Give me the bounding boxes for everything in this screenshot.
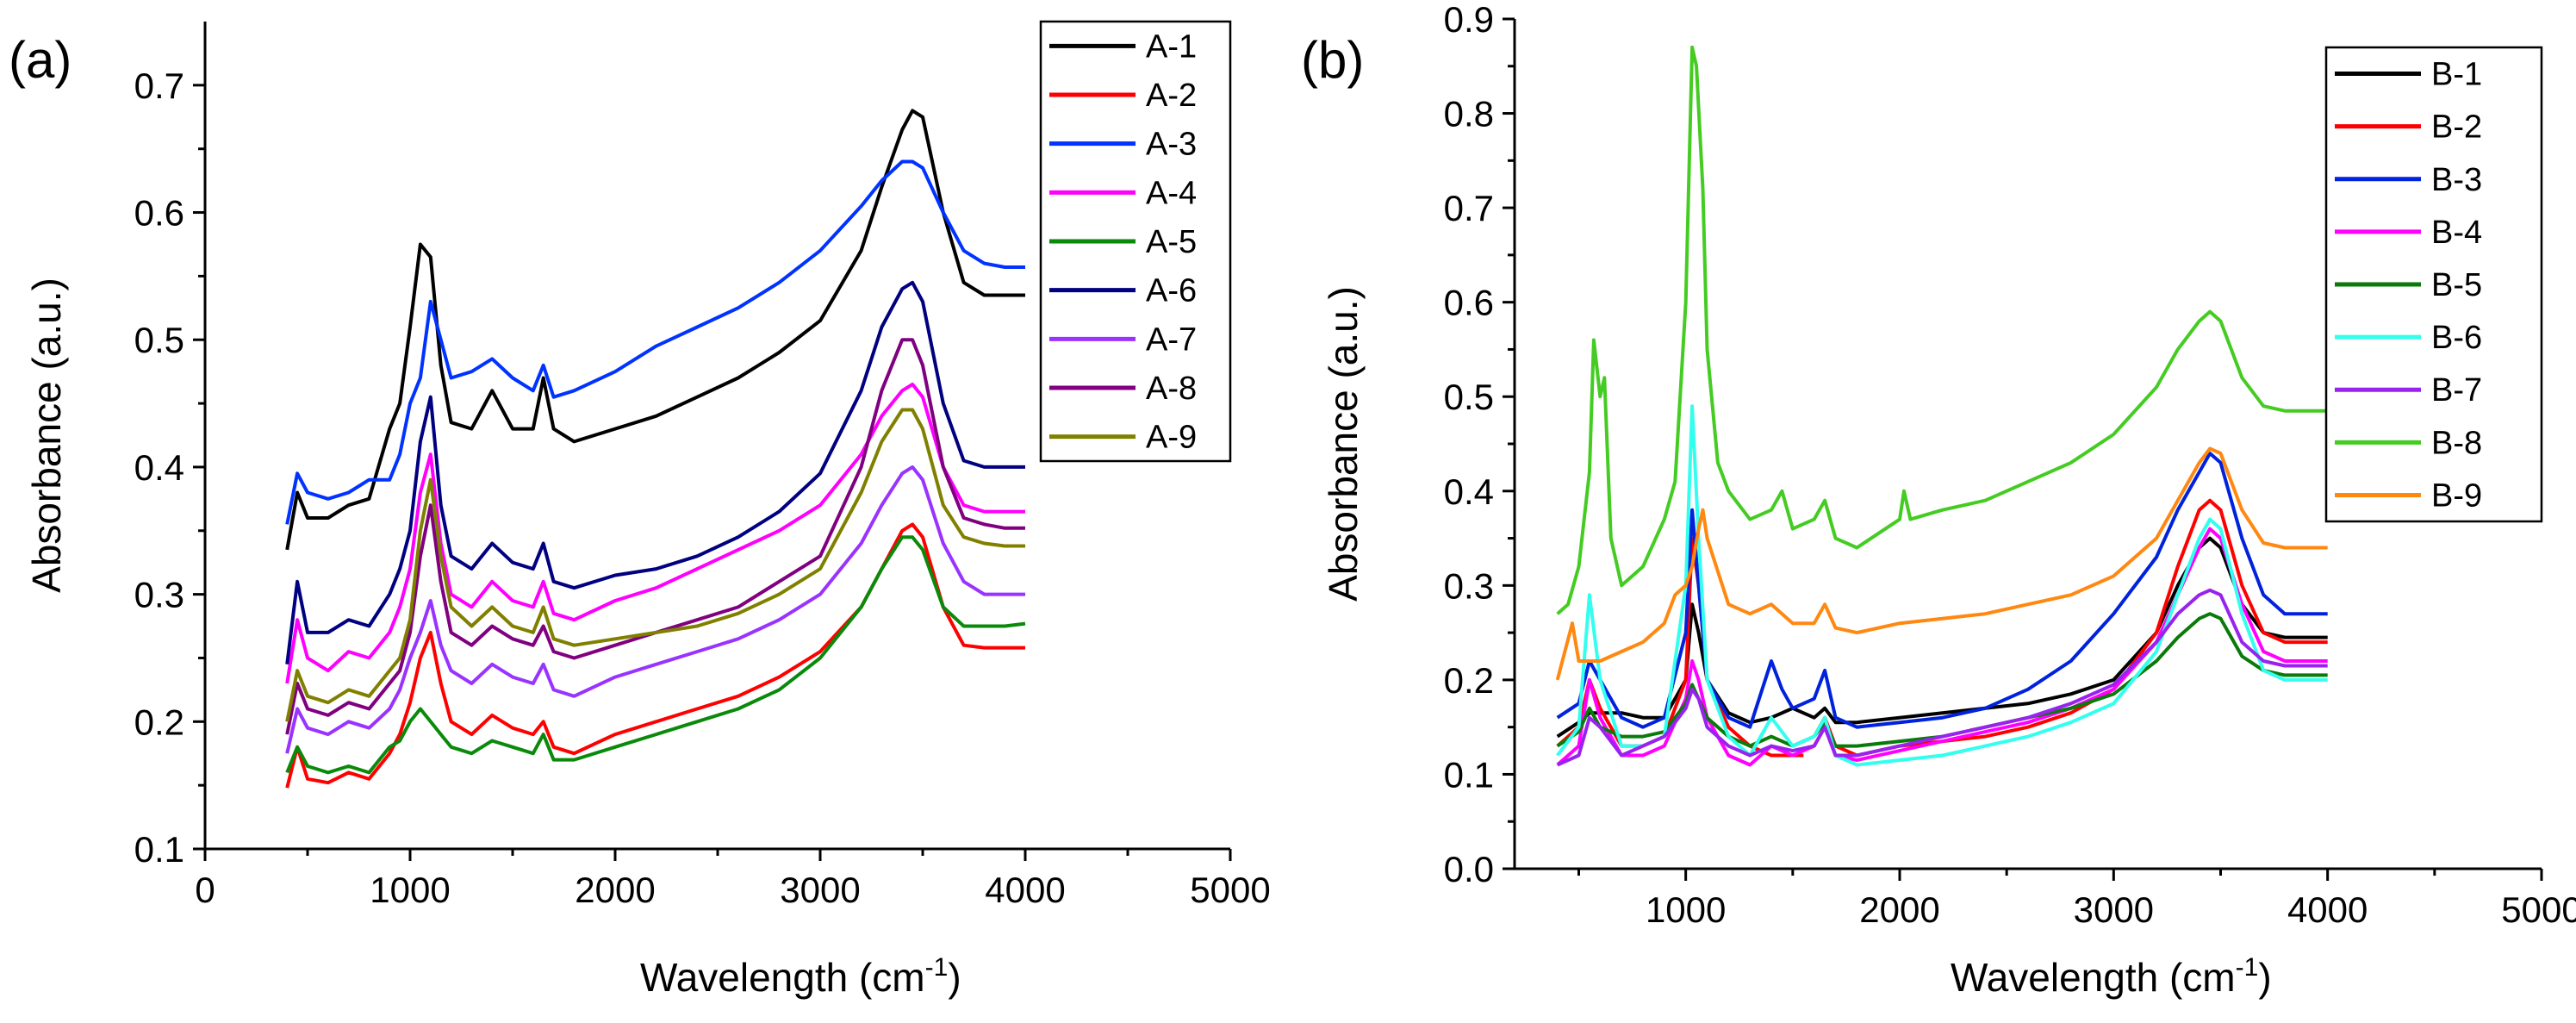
- y-tick-label: 0.4: [1444, 471, 1494, 512]
- x-tick-label: 1000: [370, 870, 450, 910]
- chart-panel-b: (b) 1000 2000 3000 4000 5000 0.0 0.1 0.2 0.3 0.4 0…: [1301, 0, 2576, 1000]
- legend-label-b-4: B-4: [2431, 215, 2482, 251]
- legend-label-a-9: A-9: [1146, 420, 1197, 456]
- y-tick-label: 0.1: [1444, 754, 1494, 795]
- y-tick-label: 0.3: [134, 575, 184, 615]
- y-tick-label: 0.7: [1444, 188, 1494, 228]
- y-tick-label: 0.5: [134, 320, 184, 360]
- y-tick-label: 0.7: [134, 65, 184, 106]
- x-tick-label: 2000: [1859, 889, 1939, 930]
- y-tick-label: 0.5: [1444, 377, 1494, 417]
- panel-a-label: (a): [9, 31, 72, 89]
- y-tick-label: 0.6: [134, 193, 184, 234]
- series-line-a-6: [285, 280, 1025, 665]
- panel-a-x-axis-title-sup: -1: [925, 953, 949, 982]
- series-line-a-3: [285, 159, 1025, 525]
- series-line-a-8: [285, 338, 1025, 735]
- panel-a-x-axis-title-main: Wavelength (cm: [640, 955, 925, 1000]
- series-line-a-4: [285, 382, 1025, 684]
- legend-label-b-5: B-5: [2431, 267, 2482, 303]
- chart-panel-a: (a) 0 1000 2000 3000 4000 5000 0.1 0.2 0.3 0.4 0.5…: [9, 20, 1271, 1000]
- legend-label-b-8: B-8: [2431, 425, 2482, 461]
- y-tick-label: 0.4: [134, 447, 184, 488]
- legend-label-a-7: A-7: [1146, 321, 1197, 358]
- panel-b-y-axis-title: Absorbance (a.u.): [1321, 286, 1366, 602]
- y-tick-label: 0.1: [134, 829, 184, 870]
- panel-b-x-axis-title-close: ): [2258, 955, 2271, 1000]
- legend-label-b-7: B-7: [2431, 372, 2482, 409]
- series-line-b-8: [1556, 45, 2328, 615]
- legend-label-b-6: B-6: [2431, 320, 2482, 356]
- legend-label-a-4: A-4: [1146, 175, 1197, 211]
- series-line-b-7: [1556, 588, 2328, 767]
- panel-b-axes: 1000 2000 3000 4000 5000 0.0 0.1 0.2 0.3 0.4 0.5 0.…: [1444, 0, 2576, 930]
- legend-label-a-6: A-6: [1146, 273, 1197, 309]
- panel-a-x-axis-title: Wavelength (cm-1): [640, 953, 961, 1000]
- panel-a-plot-area: [285, 109, 1026, 789]
- legend-label-b-3: B-3: [2431, 162, 2482, 198]
- panel-b-label: (b): [1301, 31, 1364, 89]
- panel-b-plot-area: [1555, 45, 2328, 767]
- x-tick-label: 3000: [780, 870, 860, 910]
- y-tick-label: 0.6: [1444, 283, 1494, 323]
- legend-label-a-8: A-8: [1146, 371, 1197, 407]
- x-tick-label: 4000: [985, 870, 1065, 910]
- x-tick-label: 0: [195, 870, 215, 910]
- series-line-b-4: [1556, 527, 2328, 767]
- legend-label-a-5: A-5: [1146, 224, 1197, 260]
- series-line-a-7: [285, 465, 1025, 754]
- legend-label-a-3: A-3: [1146, 127, 1197, 163]
- y-tick-label: 0.2: [134, 702, 184, 742]
- x-tick-label: 3000: [2074, 889, 2154, 930]
- series-line-b-1: [1556, 536, 2328, 739]
- panel-b-x-axis-title: Wavelength (cm-1): [1951, 953, 2272, 1000]
- series-line-b-5: [1556, 612, 2328, 748]
- series-line-b-9: [1555, 446, 2328, 681]
- y-tick-label: 0.9: [1444, 0, 1494, 40]
- x-tick-label: 5000: [2501, 889, 2576, 930]
- panel-a-y-axis-title: Absorbance (a.u.): [24, 278, 69, 593]
- x-tick-label: 1000: [1646, 889, 1726, 930]
- series-line-a-5: [285, 535, 1026, 775]
- y-tick-label: 0.0: [1444, 849, 1494, 889]
- panel-b-x-axis-title-sup: -1: [2236, 953, 2259, 982]
- series-line-a-9: [285, 408, 1025, 722]
- y-tick-label: 0.8: [1444, 94, 1494, 134]
- panel-a-axes: 0 1000 2000 3000 4000 5000 0.1 0.2 0.3 0.4 0.5 0.6 0…: [134, 22, 1271, 910]
- legend-label-b-9: B-9: [2431, 477, 2482, 514]
- legend-label-a-1: A-1: [1146, 28, 1197, 65]
- x-tick-label: 5000: [1190, 870, 1270, 910]
- panel-a-legend: A-1 A-2 A-3 A-4 A-5 A-6 A-7 A-8 A-9: [1039, 20, 1232, 463]
- series-line-a-2: [285, 522, 1025, 789]
- x-tick-label: 2000: [575, 870, 655, 910]
- panel-b-legend: B-1 B-2 B-3 B-4 B-5 B-6 B-7 B-8 B-9: [2324, 46, 2543, 523]
- x-tick-label: 4000: [2287, 889, 2368, 930]
- series-line-a-1: [285, 109, 1025, 551]
- series-line-b-3: [1556, 452, 2328, 729]
- panel-b-x-axis-title-main: Wavelength (cm: [1951, 955, 2236, 1000]
- legend-label-b-2: B-2: [2431, 109, 2482, 146]
- y-tick-label: 0.3: [1444, 565, 1494, 606]
- legend-label-b-1: B-1: [2431, 57, 2482, 93]
- legend-label-a-2: A-2: [1146, 78, 1197, 114]
- y-tick-label: 0.2: [1444, 660, 1494, 701]
- panel-a-x-axis-title-close: ): [948, 955, 961, 1000]
